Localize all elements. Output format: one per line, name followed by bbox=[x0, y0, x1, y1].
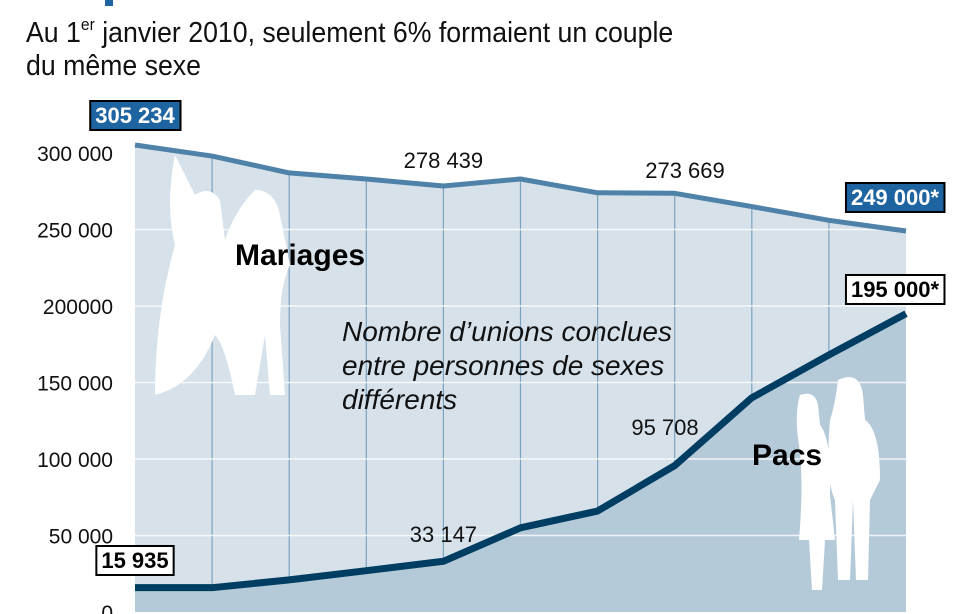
label-box-bg bbox=[844, 274, 946, 305]
title-accent bbox=[105, 0, 113, 6]
chart-note: Nombre d’unions conclues bbox=[342, 316, 672, 347]
chart-note: différents bbox=[342, 384, 457, 415]
data-label-box: 249 000* bbox=[851, 185, 940, 210]
wedding-couple-icon bbox=[155, 155, 290, 395]
y-tick-label: 300 000 bbox=[37, 143, 113, 166]
data-label: 273 669 bbox=[645, 158, 725, 183]
label-box-bg bbox=[844, 182, 946, 213]
y-tick-label: 50 000 bbox=[49, 526, 113, 549]
data-label: 95 708 bbox=[631, 415, 698, 440]
y-tick-label: 100 000 bbox=[37, 449, 113, 472]
label-box-bg bbox=[89, 100, 182, 131]
pacs-couple-icon bbox=[796, 377, 880, 590]
data-label-box: 305 234 bbox=[95, 103, 175, 128]
chart-title: Au 1er janvier 2010, seulement 6% formai… bbox=[26, 15, 674, 82]
area-pacs bbox=[135, 313, 906, 612]
data-label-box: 15 935 bbox=[101, 548, 168, 573]
y-tick-label: 0 bbox=[101, 602, 113, 614]
line-pacs bbox=[134, 310, 908, 592]
chart-note: entre personnes de sexes bbox=[342, 350, 664, 381]
series-label-mariages: Mariages bbox=[235, 239, 365, 272]
data-label: 33 147 bbox=[410, 522, 477, 547]
series-label-pacs: Pacs bbox=[752, 439, 822, 472]
y-tick-label: 150 000 bbox=[37, 373, 113, 396]
line-mariages bbox=[134, 142, 907, 234]
data-label: 278 439 bbox=[404, 148, 484, 173]
y-tick-label: 200000 bbox=[43, 296, 113, 319]
label-box-bg bbox=[95, 545, 175, 576]
data-label-box: 195 000* bbox=[851, 277, 940, 302]
y-tick-label: 250 000 bbox=[37, 220, 113, 243]
